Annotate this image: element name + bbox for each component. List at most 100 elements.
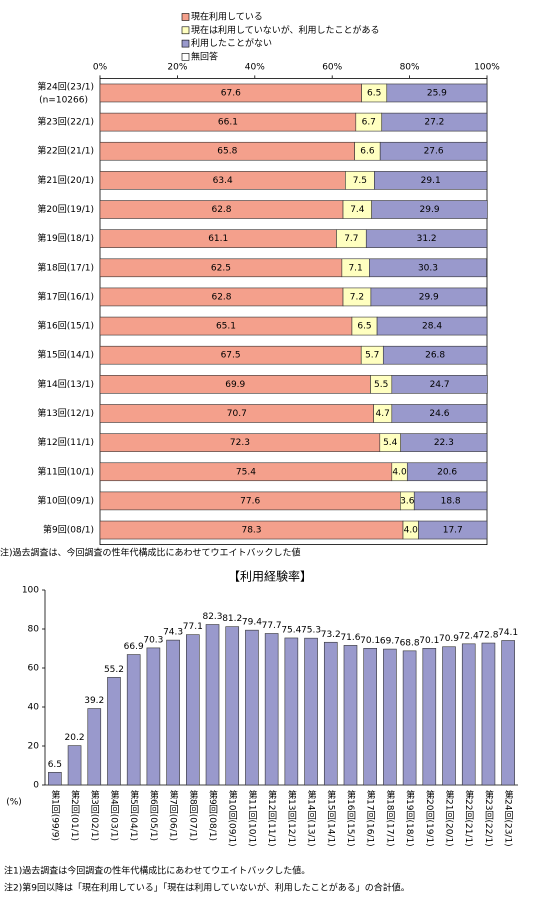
- data-label: 6.7: [362, 118, 376, 128]
- y-tick-label: 第10回(09/1): [37, 494, 94, 506]
- data-label: 27.2: [424, 118, 444, 128]
- y-tick-label: 第24回(23/1): [37, 80, 94, 92]
- data-label: 78.3: [241, 526, 261, 536]
- bar-segment: [365, 229, 488, 248]
- bar-segment: [406, 462, 488, 482]
- data-label: 66.1: [218, 118, 238, 128]
- data-label: 74.3: [163, 628, 183, 638]
- y-tick-label: 第13回(12/1): [37, 407, 94, 419]
- data-label: 70.7: [227, 409, 247, 419]
- legend-swatch: [181, 26, 190, 35]
- bar: [481, 642, 496, 786]
- data-label: 6.5: [48, 760, 62, 770]
- x-tick-label: 100%: [474, 63, 500, 73]
- data-label: 77.1: [183, 622, 203, 632]
- note: 注)過去調査は、今回調査の性年代構成比にあわせてウエイトバックした値: [0, 547, 301, 559]
- bar: [225, 626, 240, 786]
- y-tick-label: 第17回(16/1): [37, 290, 94, 302]
- data-label: 31.2: [417, 234, 437, 244]
- y-tick-label: 第23回(22/1): [37, 116, 94, 128]
- bar: [67, 745, 82, 786]
- bar-segment: [391, 375, 488, 394]
- note: 注1)過去調査は今回調査の性年代構成比にあわせてウエイトバックした値。: [4, 865, 310, 877]
- bar: [442, 646, 456, 786]
- x-tick-label: 第3回(02/1): [89, 789, 100, 841]
- bar-segment: [391, 404, 488, 423]
- x-tick-label: 0%: [93, 63, 108, 73]
- x-tick-label: 第19回(18/1): [404, 789, 415, 847]
- data-label: 71.6: [340, 633, 360, 643]
- data-label: 65.8: [217, 147, 237, 157]
- x-tick-label: 第15回(14/1): [325, 789, 336, 847]
- bar: [284, 637, 299, 786]
- x-tick-label: 第1回(99/9): [49, 789, 60, 841]
- data-label: 66.9: [124, 642, 144, 652]
- y-tick-label: 第11回(10/1): [37, 465, 94, 477]
- data-label: 29.9: [419, 292, 439, 302]
- bar-segment: [382, 345, 488, 365]
- bar: [343, 645, 358, 786]
- data-label: 75.4: [281, 625, 301, 635]
- y-tick-label: 100: [22, 586, 39, 596]
- data-label: 75.3: [301, 626, 321, 636]
- data-label: 69.9: [225, 380, 245, 390]
- data-label: 30.3: [418, 263, 438, 273]
- x-tick-label: 80%: [400, 63, 420, 73]
- data-label: 67.5: [221, 351, 241, 361]
- data-label: 72.8: [478, 631, 498, 641]
- data-label: 61.1: [208, 234, 228, 244]
- data-label: 63.4: [213, 176, 233, 186]
- sample-note: (n=10266): [39, 95, 88, 105]
- x-tick-label: 第10回(09/1): [227, 789, 238, 847]
- y-tick-label: 第14回(13/1): [37, 378, 94, 390]
- data-label: 70.9: [439, 634, 459, 644]
- data-label: 5.5: [374, 380, 388, 390]
- bar: [126, 654, 141, 786]
- data-label: 62.5: [211, 263, 231, 273]
- y-tick-label: 60: [28, 664, 40, 674]
- y-tick-label: 第21回(20/1): [37, 174, 94, 186]
- data-label: 5.7: [365, 351, 379, 361]
- data-label: 81.2: [222, 614, 242, 624]
- x-tick-label: 40%: [245, 63, 265, 73]
- data-label: 29.1: [421, 176, 441, 186]
- bar-segment: [400, 433, 488, 452]
- data-label: 4.7: [376, 409, 390, 419]
- data-label: 6.5: [367, 88, 381, 98]
- x-tick-label: 第11回(10/1): [246, 789, 257, 847]
- legend-label: 現在利用している: [191, 11, 263, 23]
- chart-title: 【利用経験率】: [228, 569, 312, 584]
- x-tick-label: 第23回(22/1): [483, 789, 494, 847]
- data-label: 4.0: [404, 526, 419, 536]
- x-tick-label: 第17回(16/1): [365, 789, 376, 847]
- data-label: 29.9: [420, 205, 440, 215]
- x-tick-label: 第8回(07/1): [187, 789, 198, 841]
- x-tick-label: 第18回(17/1): [384, 789, 395, 847]
- x-tick-label: 第13回(12/1): [286, 789, 297, 847]
- data-label: 4.0: [392, 467, 407, 477]
- bar-segment: [379, 141, 488, 161]
- legend-label: 現在は利用していないが、利用したことがある: [191, 24, 380, 36]
- data-label: 28.4: [422, 322, 442, 332]
- data-label: 69.7: [380, 637, 400, 647]
- data-label: 7.7: [344, 234, 358, 244]
- x-tick-label: 第9回(08/1): [207, 789, 218, 841]
- x-tick-label: 第7回(06/1): [168, 789, 179, 841]
- bar: [422, 648, 437, 786]
- data-label: 6.5: [357, 322, 371, 332]
- data-label: 26.8: [425, 351, 445, 361]
- data-label: 24.7: [430, 380, 450, 390]
- y-tick-label: 40: [28, 703, 40, 713]
- data-label: 27.6: [424, 147, 444, 157]
- data-label: 39.2: [84, 696, 104, 706]
- data-label: 25.9: [427, 88, 447, 98]
- bar-segment: [374, 171, 488, 190]
- x-tick-label: 60%: [322, 63, 342, 73]
- x-tick-label: 第2回(01/1): [69, 789, 80, 841]
- data-label: 3.6: [400, 496, 415, 506]
- bar-segment: [376, 316, 488, 336]
- data-label: 6.6: [360, 147, 375, 157]
- x-tick-label: 第20回(19/1): [424, 789, 435, 847]
- x-tick-label: 第5回(04/1): [128, 789, 139, 841]
